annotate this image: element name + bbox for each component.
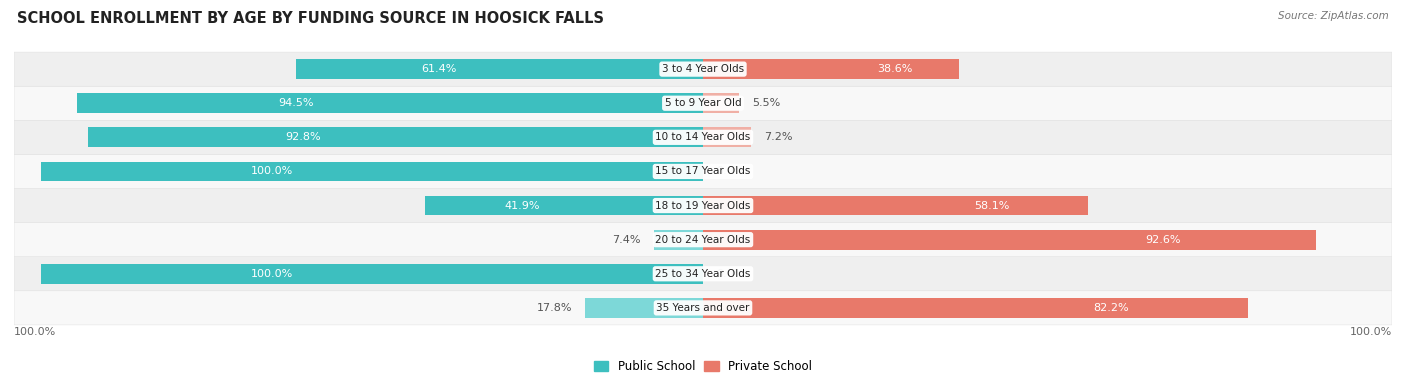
Text: 41.9%: 41.9% [505,201,540,211]
FancyBboxPatch shape [14,86,1392,120]
FancyBboxPatch shape [14,52,1392,86]
Bar [703,59,959,79]
Bar [703,127,751,147]
FancyBboxPatch shape [14,257,1392,291]
Text: 35 Years and over: 35 Years and over [657,303,749,313]
Text: 100.0%: 100.0% [1350,328,1392,337]
Text: 58.1%: 58.1% [974,201,1010,211]
Bar [654,230,703,250]
Text: 0.0%: 0.0% [716,269,745,279]
Text: 82.2%: 82.2% [1094,303,1129,313]
Text: 7.4%: 7.4% [612,234,641,245]
FancyBboxPatch shape [14,222,1392,257]
Text: 10 to 14 Year Olds: 10 to 14 Year Olds [655,132,751,143]
Text: 100.0%: 100.0% [252,166,294,176]
Bar [703,196,1088,215]
FancyBboxPatch shape [14,291,1392,325]
Text: 38.6%: 38.6% [877,64,912,74]
Bar [77,93,703,113]
Text: 61.4%: 61.4% [420,64,457,74]
Bar [585,298,703,318]
Text: 5 to 9 Year Old: 5 to 9 Year Old [665,98,741,108]
Bar [297,59,703,79]
FancyBboxPatch shape [14,188,1392,222]
Bar [426,196,703,215]
Text: 20 to 24 Year Olds: 20 to 24 Year Olds [655,234,751,245]
Bar [703,230,1316,250]
Text: Source: ZipAtlas.com: Source: ZipAtlas.com [1278,11,1389,21]
Text: SCHOOL ENROLLMENT BY AGE BY FUNDING SOURCE IN HOOSICK FALLS: SCHOOL ENROLLMENT BY AGE BY FUNDING SOUR… [17,11,603,26]
Text: 100.0%: 100.0% [252,269,294,279]
Text: 5.5%: 5.5% [752,98,780,108]
Bar [41,264,703,284]
Text: 3 to 4 Year Olds: 3 to 4 Year Olds [662,64,744,74]
Text: 17.8%: 17.8% [536,303,572,313]
FancyBboxPatch shape [14,155,1392,188]
Text: 25 to 34 Year Olds: 25 to 34 Year Olds [655,269,751,279]
Text: 15 to 17 Year Olds: 15 to 17 Year Olds [655,166,751,176]
Bar [89,127,703,147]
Bar [703,298,1247,318]
Text: 7.2%: 7.2% [763,132,793,143]
Text: 94.5%: 94.5% [278,98,314,108]
Text: 92.8%: 92.8% [285,132,321,143]
Text: 0.0%: 0.0% [716,166,745,176]
Text: 92.6%: 92.6% [1146,234,1181,245]
FancyBboxPatch shape [14,120,1392,155]
Bar [41,162,703,181]
Text: 18 to 19 Year Olds: 18 to 19 Year Olds [655,201,751,211]
Legend: Public School, Private School: Public School, Private School [589,355,817,377]
Bar [703,93,740,113]
Text: 100.0%: 100.0% [14,328,56,337]
